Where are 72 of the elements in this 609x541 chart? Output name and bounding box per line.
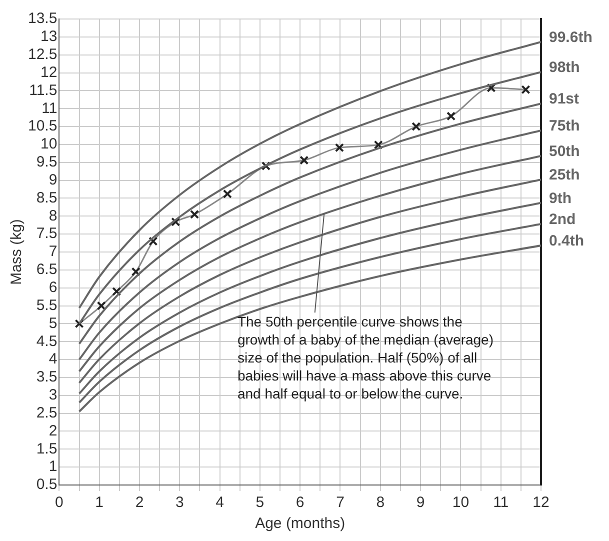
x-tick-label: 7 (336, 494, 344, 512)
series-label: 91st (549, 90, 580, 108)
series-label: 0.4th (549, 232, 584, 250)
x-tick-label: 1 (95, 494, 104, 512)
x-tick-label: 2 (135, 494, 144, 512)
series-label: 99.6th (549, 29, 592, 46)
y-tick-label: 2.5 (36, 404, 58, 422)
x-axis-title: Age (months) (255, 515, 346, 532)
x-tick-label: 6 (296, 494, 304, 512)
x-tick-label: 8 (376, 494, 385, 512)
line-series (78, 223, 541, 404)
series-label: 2nd (549, 211, 576, 228)
y-tick-label: 8 (48, 207, 58, 224)
y-tick-label: 0.5 (36, 476, 58, 494)
x-tick-label: 4 (216, 494, 224, 512)
point (521, 85, 530, 94)
y-tick-label: 1.5 (36, 440, 58, 458)
y-tick-label: 10 (40, 136, 58, 153)
point (112, 286, 122, 296)
y-tick-label: 9 (48, 171, 58, 188)
x-tick-label: 10 (452, 494, 470, 512)
y-tick-label: 10.5 (28, 118, 58, 135)
x-tick-label: 5 (256, 494, 264, 512)
point (96, 301, 106, 310)
y-tick-label: 7.5 (36, 225, 58, 242)
y-tick-label: 3 (48, 386, 58, 404)
y-axis-title: Mass (kg) (8, 219, 26, 285)
series-label: 9th (549, 190, 572, 208)
series-label: 98th (549, 59, 580, 76)
point (374, 140, 383, 150)
y-tick-label: 1 (48, 458, 58, 476)
line-series (78, 178, 541, 384)
series-label: 25th (549, 166, 580, 184)
point (486, 83, 496, 92)
series-label: 50th (549, 143, 580, 160)
line-series (78, 40, 541, 309)
point (446, 112, 456, 121)
y-tick-label: 4 (48, 350, 58, 368)
point (261, 161, 271, 171)
x-tick-label: 3 (175, 494, 184, 512)
point (148, 236, 158, 246)
point (74, 319, 84, 328)
x-tick-label: 9 (416, 494, 425, 512)
series-label: 75th (549, 118, 580, 135)
y-tick-label: 6 (48, 278, 58, 296)
y-tick-label: 8.5 (36, 189, 58, 206)
y-tick-label: 4.5 (36, 332, 58, 350)
annotation: The 50th percentile curve shows the growth of a baby of the median (average) size of the population. Half (50%) of all babies will have a mass above this curve and half equal to or below the curve. (237, 314, 494, 402)
point (334, 143, 344, 152)
point (131, 267, 140, 276)
x-tick-label: 12 (532, 494, 550, 512)
point (300, 156, 309, 165)
y-tick-label: 13.5 (28, 10, 58, 28)
y-tick-label: 3.5 (36, 368, 58, 386)
x-tick-label: 11 (493, 494, 509, 512)
point (412, 122, 421, 132)
y-tick-label: 9.5 (36, 154, 58, 171)
y-tick-label: 5.5 (36, 296, 58, 314)
y-tick-label: 12 (40, 64, 58, 81)
y-tick-label: 11 (42, 100, 58, 117)
x-tick-label: 0 (55, 494, 64, 512)
y-tick-label: 2 (48, 422, 58, 440)
point (190, 210, 200, 219)
y-tick-label: 6.5 (36, 261, 58, 278)
y-tick-label: 11.5 (29, 82, 58, 99)
y-tick-label: 5 (48, 314, 58, 332)
point (222, 189, 232, 198)
line-series (78, 244, 541, 413)
y-tick-label: 7 (48, 243, 58, 260)
y-tick-label: 13 (40, 28, 58, 46)
point (171, 217, 180, 226)
y-tick-label: 12.5 (28, 46, 58, 63)
